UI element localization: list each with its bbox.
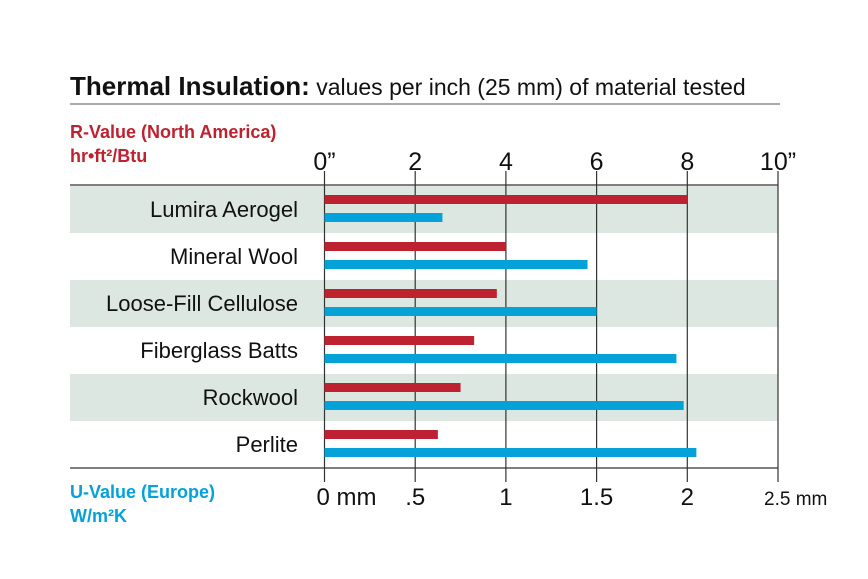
r-value-label: R-Value (North America) [70,122,276,142]
top-tick-label: 6 [590,148,604,176]
row-shading [70,280,778,327]
category-label: Rockwool [203,385,298,410]
bottom-tick-label: 1 [499,484,512,511]
bottom-tick-label: 2 [681,484,694,511]
row-shading [70,374,778,421]
category-label: Fiberglass Batts [140,338,298,363]
u-value-bar [324,448,697,457]
title-subtitle: values per inch (25 mm) of material test… [310,74,746,100]
category-label: Lumira Aerogel [150,197,298,222]
top-tick-label: 10” [760,148,796,176]
u-value-bar [324,307,597,316]
title-main: Thermal Insulation: [70,71,310,101]
r-value-bar [324,430,438,439]
r-value-unit: hr•ft²/Btu [70,146,147,166]
bottom-tick-label: 2.5 mm [764,489,827,510]
u-value-bar [324,401,684,410]
bottom-tick-label: .5 [405,484,425,511]
top-tick-label: 4 [499,148,513,176]
u-value-bar [324,354,677,363]
chart-title: Thermal Insulation: values per inch (25 … [70,71,746,101]
bottom-tick-label: 0 mm [317,484,377,511]
bottom-tick-label: 1.5 [580,484,613,511]
category-label: Mineral Wool [170,244,298,269]
u-value-bar [324,213,443,222]
r-value-bar [324,242,506,251]
u-value-unit: W/m²K [70,506,127,526]
category-label: Loose-Fill Cellulose [106,291,298,316]
category-label: Perlite [236,432,298,457]
top-tick-label: 2 [408,148,422,176]
top-tick-label: 0” [313,148,335,176]
r-value-bar [324,195,688,204]
r-value-bar [324,336,475,345]
u-value-bar [324,260,588,269]
row-shading [70,186,778,233]
r-value-bar [324,383,461,392]
u-value-label: U-Value (Europe) [70,482,215,502]
top-tick-label: 8 [680,148,694,176]
r-value-bar [324,289,497,298]
